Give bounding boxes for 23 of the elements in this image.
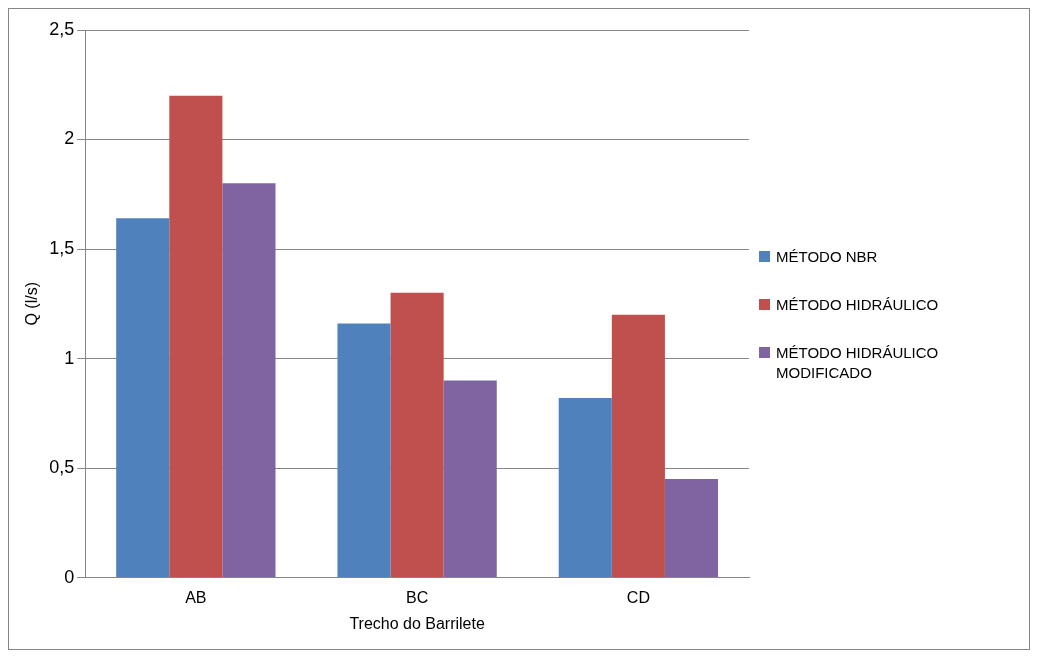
x-tick-label: BC (405, 588, 429, 606)
bar (558, 397, 612, 578)
legend-label: MÉTODO NBR (776, 247, 878, 267)
legend-label: MÉTODO HIDRÁULICO MODIFICADO (776, 343, 940, 383)
bar (390, 292, 444, 578)
y-tick-label: 1,5 (49, 238, 75, 259)
x-axis-title: Trecho do Barrilete (349, 614, 485, 632)
x-tick-label: AB (185, 588, 207, 606)
bar (443, 380, 497, 578)
x-tick-label: CD (626, 588, 650, 606)
y-tick-label: 1 (64, 347, 75, 368)
bar (611, 314, 665, 578)
bar (664, 479, 719, 578)
y-tick-label: 0,5 (49, 457, 75, 478)
y-tick-label: 0 (64, 566, 75, 587)
bar (169, 95, 223, 578)
bar (222, 183, 276, 578)
y-axis-title: Q (l/s) (23, 282, 41, 326)
bar (116, 218, 170, 578)
y-tick-label: 2 (64, 128, 75, 149)
bar (337, 323, 391, 578)
y-tick-label: 2,5 (49, 18, 75, 39)
legend-label: MÉTODO HIDRÁULICO (776, 295, 939, 315)
